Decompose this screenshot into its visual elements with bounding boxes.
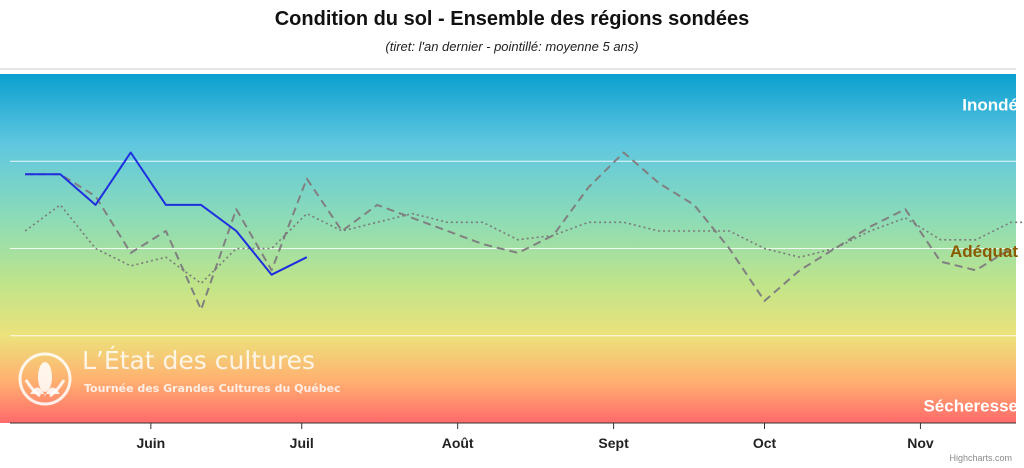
corn-logo-icon <box>18 352 72 406</box>
x-tick-label: Juin <box>136 435 165 451</box>
header-divider <box>0 68 1016 70</box>
watermark-title: L’État des cultures <box>82 346 316 375</box>
watermark-subtitle: Tournée des Grandes Cultures du Québec <box>84 382 341 395</box>
chart-subtitle: (tiret: l'an dernier - pointillé: moyenn… <box>385 39 639 54</box>
x-tick-label: Nov <box>907 435 934 451</box>
x-tick-label: Oct <box>753 435 777 451</box>
highcharts-credit-link[interactable]: Highcharts.com <box>949 453 1012 463</box>
series-line-current <box>25 151 308 276</box>
x-tick-label: Juil <box>290 435 314 451</box>
band-label: Sécheresse <box>923 397 1018 416</box>
series-line-average <box>24 204 1024 285</box>
x-tick-label: Sept <box>598 435 629 451</box>
band-label: Adéquat <box>950 242 1018 261</box>
chart-title: Condition du sol - Ensemble des régions … <box>274 8 750 30</box>
band-label: Inondé <box>962 96 1018 115</box>
x-tick-label: Août <box>442 435 474 451</box>
